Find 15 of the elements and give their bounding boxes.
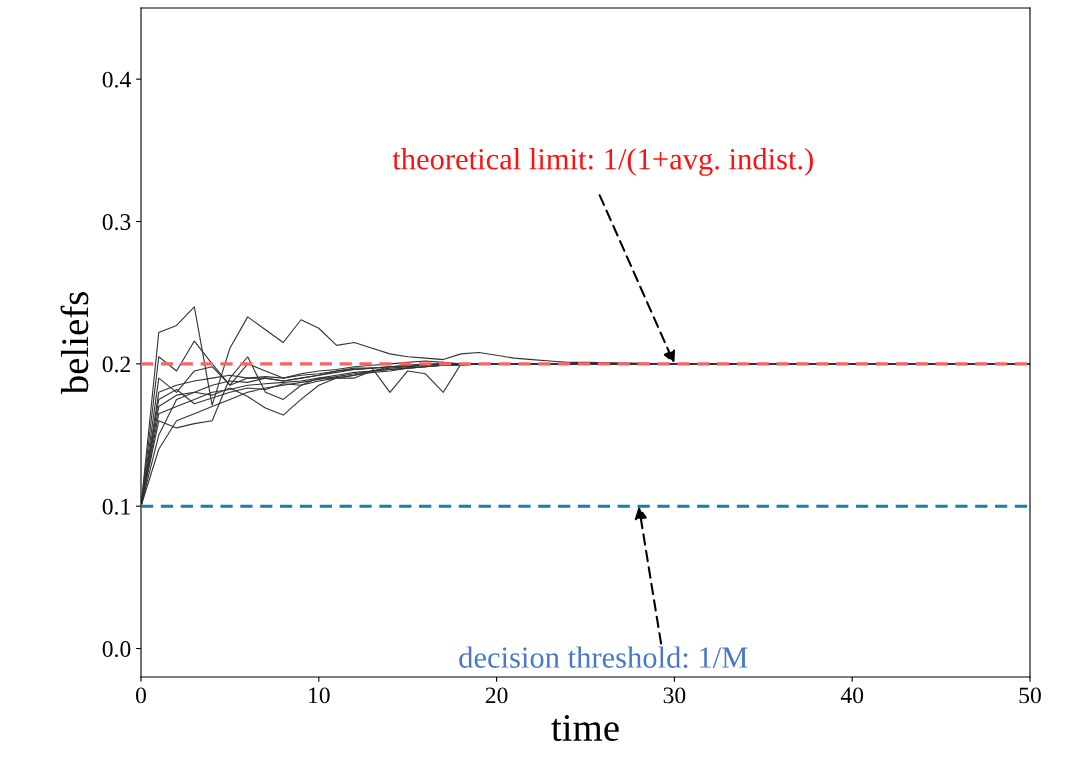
y-axis-title: beliefs [60, 292, 89, 395]
y-tick-label: 0.3 [102, 214, 131, 231]
x-tick-label: 30 [663, 687, 686, 704]
y-tick-label: 0.2 [102, 356, 130, 373]
x-tick-label: 20 [485, 687, 508, 704]
x-tick-label: 40 [840, 687, 864, 704]
x-axis-title: time [551, 714, 619, 742]
annotation: decision threshold: 1/M [459, 646, 748, 669]
y-tick-label: 0.1 [102, 498, 130, 515]
annotation: theoretical limit: 1/(1+avg. indist.) [392, 147, 813, 176]
x-tick-label: 0 [136, 687, 146, 704]
y-tick-label: 0.0 [102, 641, 131, 658]
x-tick-label: 10 [309, 687, 330, 704]
y-tick-label: 0.4 [102, 71, 131, 88]
x-tick-label: 50 [1019, 687, 1041, 704]
